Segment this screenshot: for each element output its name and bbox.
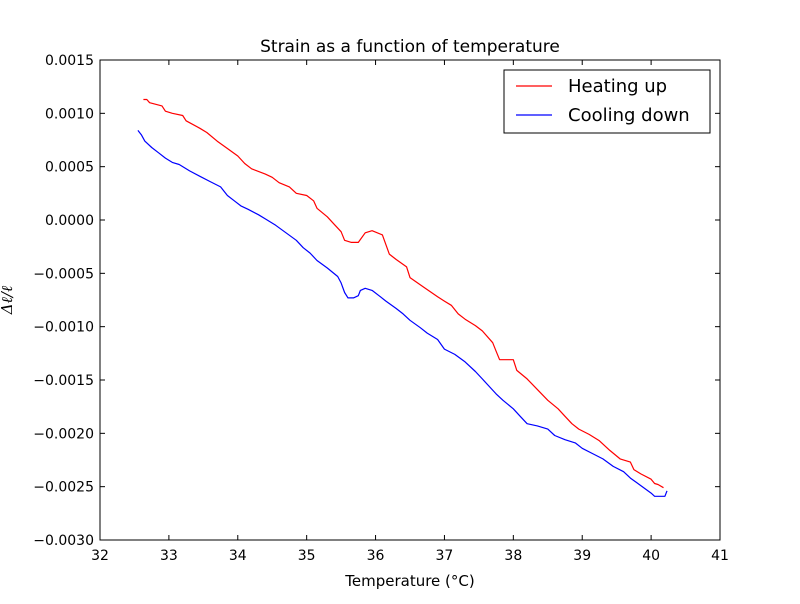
- y-tick-label: −0.0010: [33, 320, 94, 336]
- x-tick-label: 40: [642, 548, 660, 564]
- chart-title: Strain as a function of temperature: [260, 37, 560, 57]
- plot-frame: [99, 59, 721, 541]
- x-tick-label: 41: [711, 548, 729, 564]
- y-tick-label: 0.0015: [45, 53, 94, 69]
- y-tick-label: −0.0015: [33, 373, 94, 389]
- y-tick-label: 0.0000: [45, 213, 94, 229]
- x-tick-label: 32: [91, 548, 109, 564]
- x-tick-label: 36: [367, 548, 385, 564]
- series-line-heating: [143, 98, 664, 489]
- legend-label-heating: Heating up: [568, 76, 667, 97]
- x-tick-label: 35: [298, 548, 316, 564]
- x-tick-label: 37: [436, 548, 454, 564]
- y-tick-label: −0.0030: [33, 533, 94, 549]
- legend-label-cooling: Cooling down: [568, 105, 690, 126]
- x-axis-ticks: 32 33 34 35 36 37 38 39 40 41: [91, 60, 729, 564]
- x-axis-label: Temperature (°C): [344, 572, 474, 590]
- legend: Heating up Cooling down: [503, 69, 711, 134]
- x-tick-label: 38: [504, 548, 522, 564]
- legend-box: [503, 69, 711, 134]
- y-axis-label: Δℓ/ℓ: [0, 286, 16, 315]
- y-axis-ticks: −0.0030 −0.0025 −0.0020 −0.0015 −0.0010 −0.00…: [33, 53, 720, 549]
- series-line-cooling: [137, 130, 668, 497]
- y-tick-label: −0.0020: [33, 426, 94, 442]
- y-tick-label: 0.0005: [45, 160, 94, 176]
- plot-lines: [137, 98, 668, 497]
- x-tick-label: 39: [573, 548, 591, 564]
- x-tick-label: 34: [229, 548, 247, 564]
- y-tick-label: 0.0010: [45, 106, 94, 122]
- y-tick-label: −0.0005: [33, 266, 94, 282]
- x-tick-label: 33: [160, 548, 178, 564]
- y-tick-label: −0.0025: [33, 480, 94, 496]
